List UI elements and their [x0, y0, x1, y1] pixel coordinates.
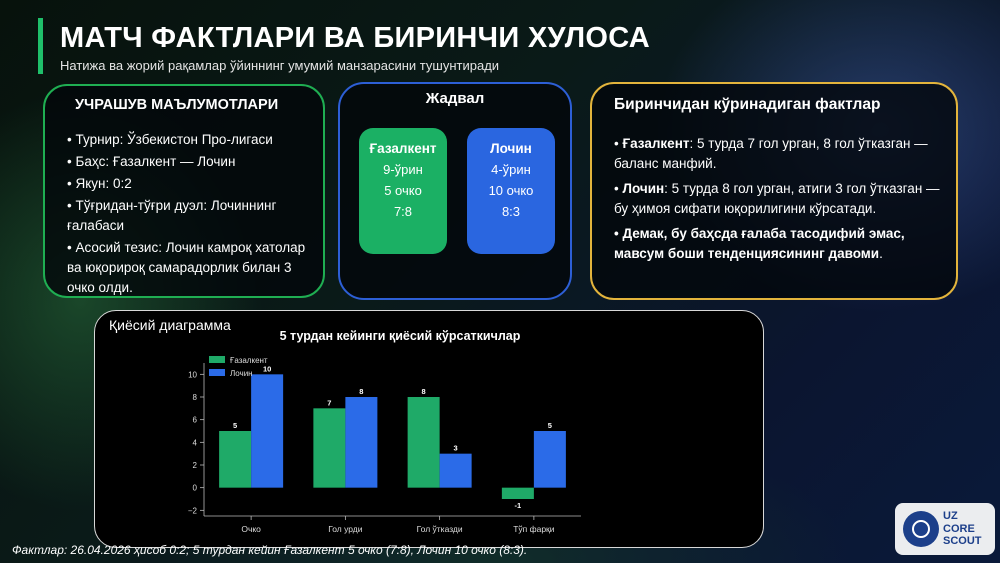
fact-text: : 5 турда 8 гол урган, атиги 3 гол ўтказ…: [614, 181, 940, 216]
y-tick-label: 6: [193, 416, 198, 425]
y-tick-label: 8: [193, 393, 198, 402]
team-place: 9-ўрин: [383, 162, 423, 177]
fact-team-name: Лочин: [622, 181, 665, 196]
data-label: 8: [422, 387, 426, 396]
bar-lochin: [345, 397, 378, 488]
data-label: 10: [263, 364, 271, 373]
fact-text: : 5 турда 7 гол урган, 8 гол ўтказган — …: [614, 136, 928, 171]
match-info-item: • Баҳс: Ғазалкент — Лочин: [67, 154, 236, 169]
title-accent-bar: [38, 18, 43, 74]
bar-lochin: [533, 431, 566, 488]
match-info-item: • Якун: 0:2: [67, 176, 132, 191]
bar-gazalkent: [219, 431, 252, 488]
logo-line: SCOUT: [943, 535, 982, 547]
y-tick-label: 0: [193, 484, 198, 493]
standings-card: Жадвал Ғазалкент 9-ўрин 5 очко 7:8 Лочин…: [338, 82, 572, 300]
logo-line: UZ: [943, 510, 958, 522]
legend-swatch: [209, 356, 225, 363]
bar-lochin: [439, 453, 472, 488]
legend-label: Ғазалкент: [230, 356, 268, 365]
match-info-title: УЧРАШУВ МАЪЛУМОТЛАРИ: [75, 97, 279, 113]
team-card-lochin: Лочин 4-ўрин 10 очко 8:3: [467, 128, 555, 254]
x-tick-label: Гол ўтказди: [417, 524, 463, 534]
y-tick-label: 4: [193, 438, 198, 447]
team-place: 4-ўрин: [491, 162, 531, 177]
footnote: Фактлар: 26.04.2026 ҳисоб 0:2; 5 турдан …: [12, 543, 528, 557]
page-subtitle: Натижа ва жорий рақамлар ўйиннинг умумий…: [60, 58, 500, 73]
data-label: -1: [515, 501, 522, 510]
page-title: МАТЧ ФАКТЛАРИ ВА БИРИНЧИ ХУЛОСА: [60, 22, 650, 54]
key-facts-card: Биринчидан кўринадиган фактлар • Ғазалке…: [590, 82, 958, 300]
y-tick-label: −2: [188, 506, 198, 515]
comparison-chart-label: Қиёсий диаграмма: [109, 317, 231, 333]
match-info-item: • Турнир: Ўзбекистон Про-лигаси: [67, 132, 273, 147]
comparison-bar-chart: 5 турдан кейинги қиёсий кўрсаткичлар −2 0 2…: [188, 329, 581, 534]
match-info-item: • Тўғридан-тўғри дуэл: Лочиннинг ғалабас…: [67, 198, 277, 233]
team-goals: 8:3: [501, 204, 521, 219]
team-name: Лочин: [490, 141, 532, 156]
x-tick-label: Гол урди: [328, 524, 363, 534]
bar-gazalkent: [313, 408, 346, 488]
bar-gazalkent: [407, 397, 440, 488]
data-label: 8: [359, 387, 363, 396]
legend-label: Лочин: [230, 369, 253, 378]
x-tick-label: Тўп фарқи: [513, 524, 555, 534]
team-points: 5 очко: [384, 183, 422, 198]
fact-conclusion: • Демак, бу баҳсда ғалаба тасодифий эмас…: [614, 224, 944, 264]
legend-swatch: [209, 369, 225, 376]
match-info-list: • Турнир: Ўзбекистон Про-лигаси • Баҳс: …: [67, 130, 315, 300]
match-info-item: • Асосий тезис: Лочин камроқ хатолар ва …: [67, 240, 306, 295]
key-facts-body: • Ғазалкент: 5 турда 7 гол урган, 8 гол …: [614, 134, 944, 269]
chart-title: 5 турдан кейинги қиёсий кўрсаткичлар: [280, 329, 521, 343]
fact-gazalkent: • Ғазалкент: 5 турда 7 гол урган, 8 гол …: [614, 136, 928, 171]
bar-gazalkent: [501, 487, 534, 499]
logo-text: UZ CORE SCOUT: [943, 510, 982, 548]
team-points: 10 очко: [488, 183, 534, 198]
fact-lochin: • Лочин: 5 турда 8 гол урган, атиги 3 го…: [614, 181, 940, 216]
uz-core-scout-logo: UZ CORE SCOUT: [895, 503, 995, 555]
team-name: Ғазалкент: [369, 141, 437, 156]
data-label: 3: [454, 444, 458, 453]
fact-team-name: Ғазалкент: [622, 136, 690, 151]
match-info-card: УЧРАШУВ МАЪЛУМОТЛАРИ • Турнир: Ўзбекисто…: [43, 84, 325, 298]
data-label: 5: [548, 421, 552, 430]
x-tick-label: Очко: [241, 524, 261, 534]
comparison-chart-card: Қиёсий диаграмма 5 турдан кейинги қиёсий…: [94, 310, 764, 548]
team-card-gazalkent: Ғазалкент 9-ўрин 5 очко 7:8: [359, 128, 447, 254]
standings-title: Жадвал: [425, 90, 485, 107]
fact-conclusion-text: • Демак, бу баҳсда ғалаба тасодифий эмас…: [614, 226, 905, 261]
data-label: 7: [327, 398, 331, 407]
y-tick-label: 10: [188, 370, 197, 379]
football-icon: [903, 511, 939, 547]
fact-conclusion-end: .: [879, 246, 883, 261]
y-tick-label: 2: [193, 461, 198, 470]
bar-lochin: [251, 374, 284, 488]
key-facts-title: Биринчидан кўринадиган фактлар: [614, 96, 881, 113]
team-goals: 7:8: [393, 204, 413, 219]
logo-line: CORE: [943, 522, 975, 535]
data-label: 5: [233, 421, 237, 430]
